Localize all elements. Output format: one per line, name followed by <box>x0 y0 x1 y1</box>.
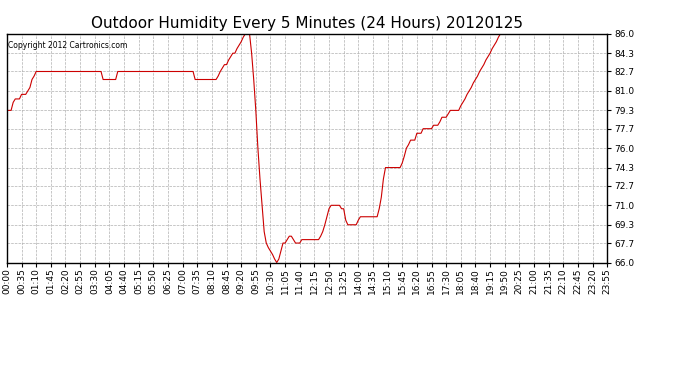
Text: Copyright 2012 Cartronics.com: Copyright 2012 Cartronics.com <box>8 40 128 50</box>
Title: Outdoor Humidity Every 5 Minutes (24 Hours) 20120125: Outdoor Humidity Every 5 Minutes (24 Hou… <box>91 16 523 31</box>
